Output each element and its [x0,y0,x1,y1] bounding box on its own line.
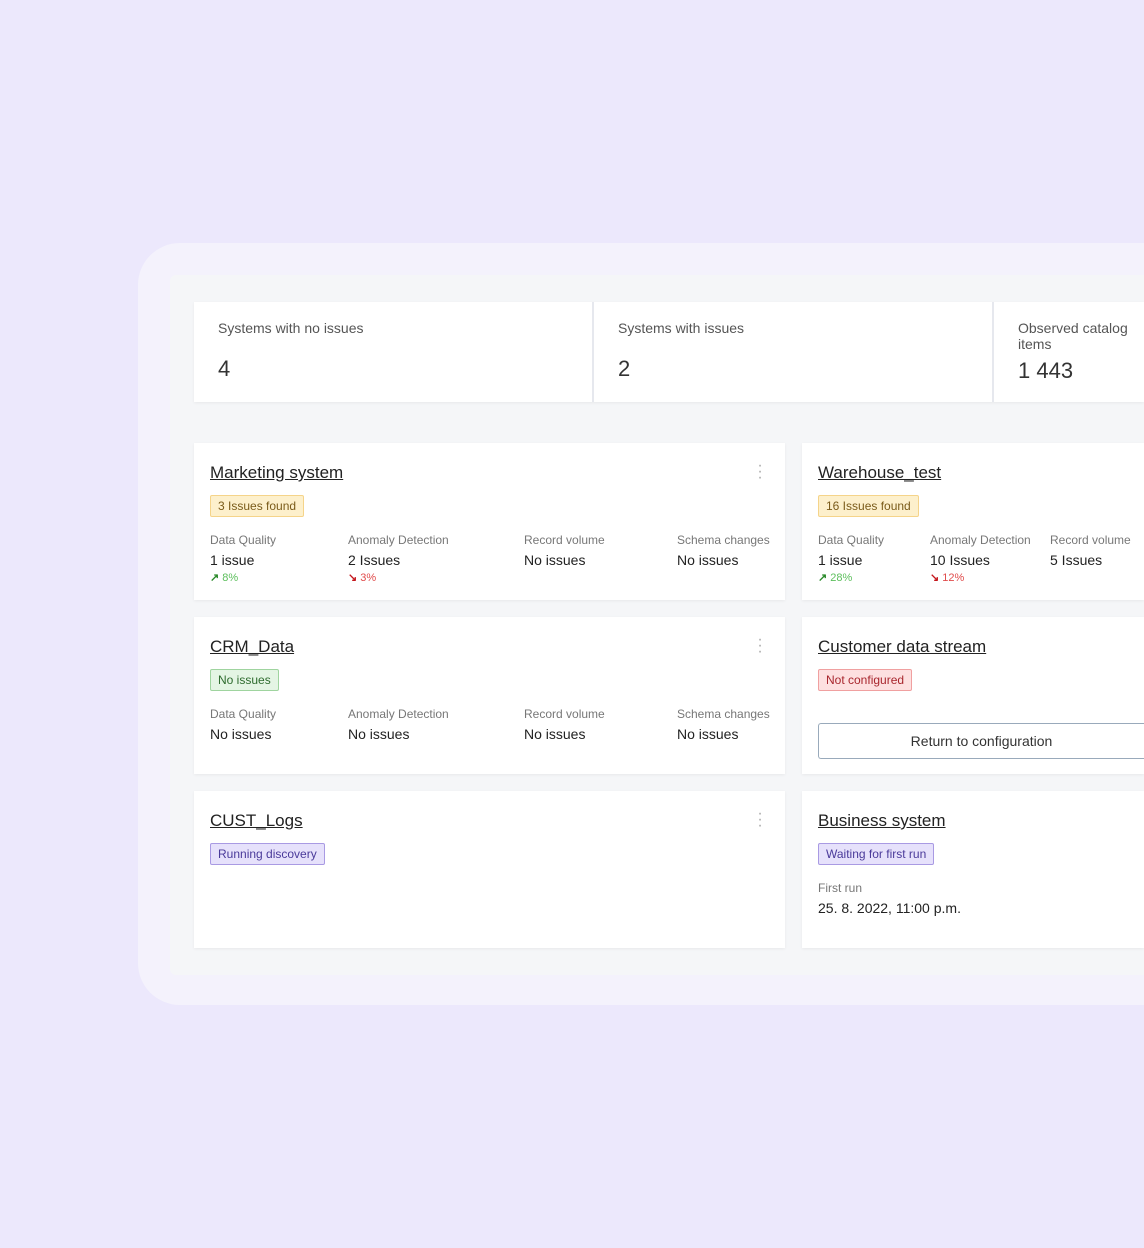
first-run-value: 25. 8. 2022, 11:00 p.m. [818,900,961,916]
system-card-business: Business system Waiting for first run Fi… [802,791,1144,948]
metric-schema-changes: Schema changes No issues [677,533,770,568]
system-title-link[interactable]: CRM_Data [210,637,295,656]
system-title-link[interactable]: CUST_Logs [210,811,303,830]
metric-label: Anomaly Detection [348,533,449,547]
stat-with-issues: Systems with issues 2 [594,302,992,402]
metric-value: No issues [210,726,272,742]
status-badge: Not configured [818,669,913,691]
metric-record-volume: Record volume No issues [524,533,605,568]
system-title-link[interactable]: Marketing system [210,463,344,482]
stat-label: Systems with issues [618,320,745,336]
stat-label: Systems with no issues [218,320,364,336]
trend-down-icon: ↘ [930,572,940,584]
metric-data-quality: Data Quality No issues [210,707,276,742]
metric-anomaly-detection: Anomaly Detection 2 Issues ↘ 3% [348,533,449,584]
metric-value: No issues [677,726,739,742]
trend-value: 8% [222,572,239,584]
metric-label: Anomaly Detection [348,707,449,721]
stat-no-issues: Systems with no issues 4 [194,302,592,402]
system-card-marketing: Marketing system 3 Issues found · · · Data… [194,443,785,600]
system-card-warehouse: Warehouse_test 16 Issues found Data Qual… [802,443,1144,600]
trend: ↘ 12% [930,571,1031,584]
metric-label: Record volume [1050,533,1131,547]
metric-label: Data Quality [210,707,277,721]
metric-label: Anomaly Detection [930,533,1031,547]
system-title-link[interactable]: Customer data stream [818,637,987,656]
first-run: First run 25. 8. 2022, 11:00 p.m. [818,881,961,916]
metric-record-volume: Record volume No issues [524,707,605,742]
more-menu-icon[interactable]: · · · [757,805,763,834]
return-to-configuration-button[interactable]: Return to configuration [818,723,1144,759]
metric-anomaly-detection: Anomaly Detection No issues [348,707,449,742]
status-badge: Waiting for first run [818,843,935,865]
metric-label: Schema changes [677,533,770,547]
metric-label: Record volume [524,533,605,547]
metric-data-quality: Data Quality 1 issue ↗ 8% [210,533,276,584]
more-menu-icon[interactable]: · · · [757,631,763,660]
stat-catalog-items: Observed catalog items 1 443 [994,302,1144,402]
trend-value: 28% [830,572,853,584]
status-badge: 16 Issues found [818,495,919,517]
status-badge: No issues [210,669,279,691]
trend-value: 3% [360,572,377,584]
trend-value: 12% [942,572,965,584]
more-menu-icon[interactable]: · · · [757,457,763,486]
trend-up-icon: ↗ [210,572,220,584]
status-badge: Running discovery [210,843,325,865]
trend: ↗ 8% [210,571,276,584]
system-card-crm: CRM_Data No issues · · · Data Quality No is… [194,617,785,774]
system-title-link[interactable]: Business system [818,811,946,830]
metric-value: No issues [524,552,586,568]
metric-label: Data Quality [210,533,277,547]
metric-anomaly-detection: Anomaly Detection 10 Issues ↘ 12% [930,533,1031,584]
system-card-cust-logs: CUST_Logs Running discovery · · · [194,791,785,948]
metric-label: Data Quality [818,533,885,547]
stat-value: 2 [618,356,631,381]
metric-value: 1 issue [818,552,863,568]
stat-label: Observed catalog items [1018,320,1128,352]
metric-schema-changes: Schema changes No issues [677,707,770,742]
first-run-label: First run [818,881,863,895]
metric-value: 10 Issues [930,552,990,568]
trend-down-icon: ↘ [348,572,358,584]
metric-record-volume: Record volume 5 Issues [1050,533,1131,568]
metric-value: 5 Issues [1050,552,1103,568]
system-title-link[interactable]: Warehouse_test [818,463,942,482]
trend: ↗ 28% [818,571,884,584]
system-card-customer-stream: Customer data stream Not configured Retu… [802,617,1144,774]
metric-value: No issues [524,726,586,742]
metric-label: Schema changes [677,707,770,721]
stat-value: 1 443 [1018,358,1074,383]
stat-value: 4 [218,356,231,381]
trend-up-icon: ↗ [818,572,828,584]
metric-value: 2 Issues [348,552,401,568]
metric-data-quality: Data Quality 1 issue ↗ 28% [818,533,884,584]
metric-value: 1 issue [210,552,255,568]
trend: ↘ 3% [348,571,449,584]
status-badge: 3 Issues found [210,495,305,517]
metric-value: No issues [677,552,739,568]
metric-label: Record volume [524,707,605,721]
button-label: Return to configuration [910,733,1053,749]
metric-value: No issues [348,726,410,742]
stats-row: Systems with no issues 4 Systems with iss… [194,302,1144,402]
